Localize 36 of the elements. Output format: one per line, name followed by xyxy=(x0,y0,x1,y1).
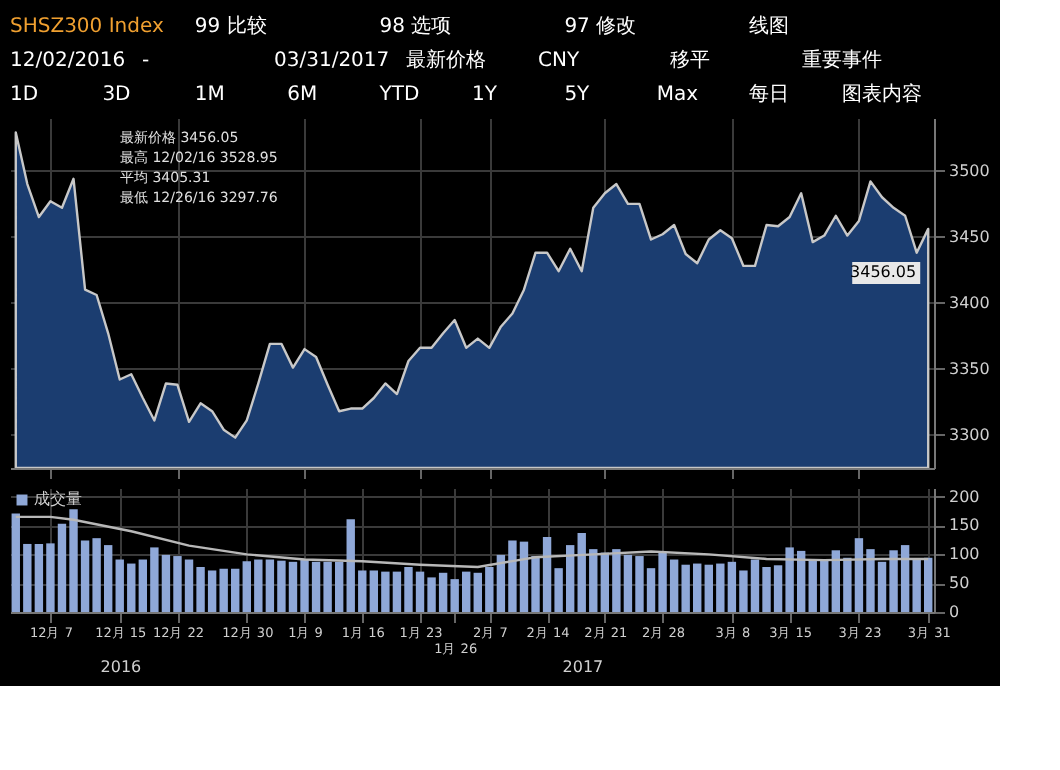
y-tick-label: 3350 xyxy=(949,359,990,378)
text: 97 修改 xyxy=(564,16,637,38)
text: 1M xyxy=(194,84,225,106)
text: 2016 xyxy=(100,658,142,676)
text: 1Y xyxy=(472,84,499,106)
y-tick-label: 100 xyxy=(949,545,980,564)
legend-label: 成交量 xyxy=(34,490,82,508)
text: CNY xyxy=(538,50,581,72)
text: 3D xyxy=(102,84,132,106)
text: 1D xyxy=(10,84,39,106)
text: 99 比较 xyxy=(194,14,267,38)
text: 重要事件 xyxy=(802,48,882,72)
text: 每日 xyxy=(749,82,790,106)
text: 6M xyxy=(287,84,318,106)
text: 最新价格 xyxy=(406,48,486,72)
line-series xyxy=(14,515,930,569)
text: - xyxy=(142,50,150,72)
y-tick-label: 200 xyxy=(949,487,980,506)
text: 98 选项 xyxy=(379,14,452,38)
text: 移平 xyxy=(670,48,710,72)
chart-title: SHSZ300 Index xyxy=(10,16,164,38)
y-tick-label: 3450 xyxy=(949,227,990,246)
text: YTD xyxy=(377,84,421,106)
y-tick-label: 3500 xyxy=(949,161,990,180)
y-tick-label: 3400 xyxy=(949,293,990,312)
y-tick-label: 3300 xyxy=(949,425,990,444)
text: 03/31/2017 xyxy=(274,50,390,72)
text: 图表内容 xyxy=(841,82,922,106)
text: Max xyxy=(656,84,699,106)
text: 5Y xyxy=(564,84,592,106)
text: 2017 xyxy=(562,658,604,676)
y-tick-label: 0 xyxy=(949,603,960,621)
y-tick-label: 150 xyxy=(949,516,980,535)
y-tick-label: 50 xyxy=(949,574,970,593)
text: 12/02/2016 xyxy=(10,50,126,72)
text: 线图 xyxy=(749,14,790,38)
